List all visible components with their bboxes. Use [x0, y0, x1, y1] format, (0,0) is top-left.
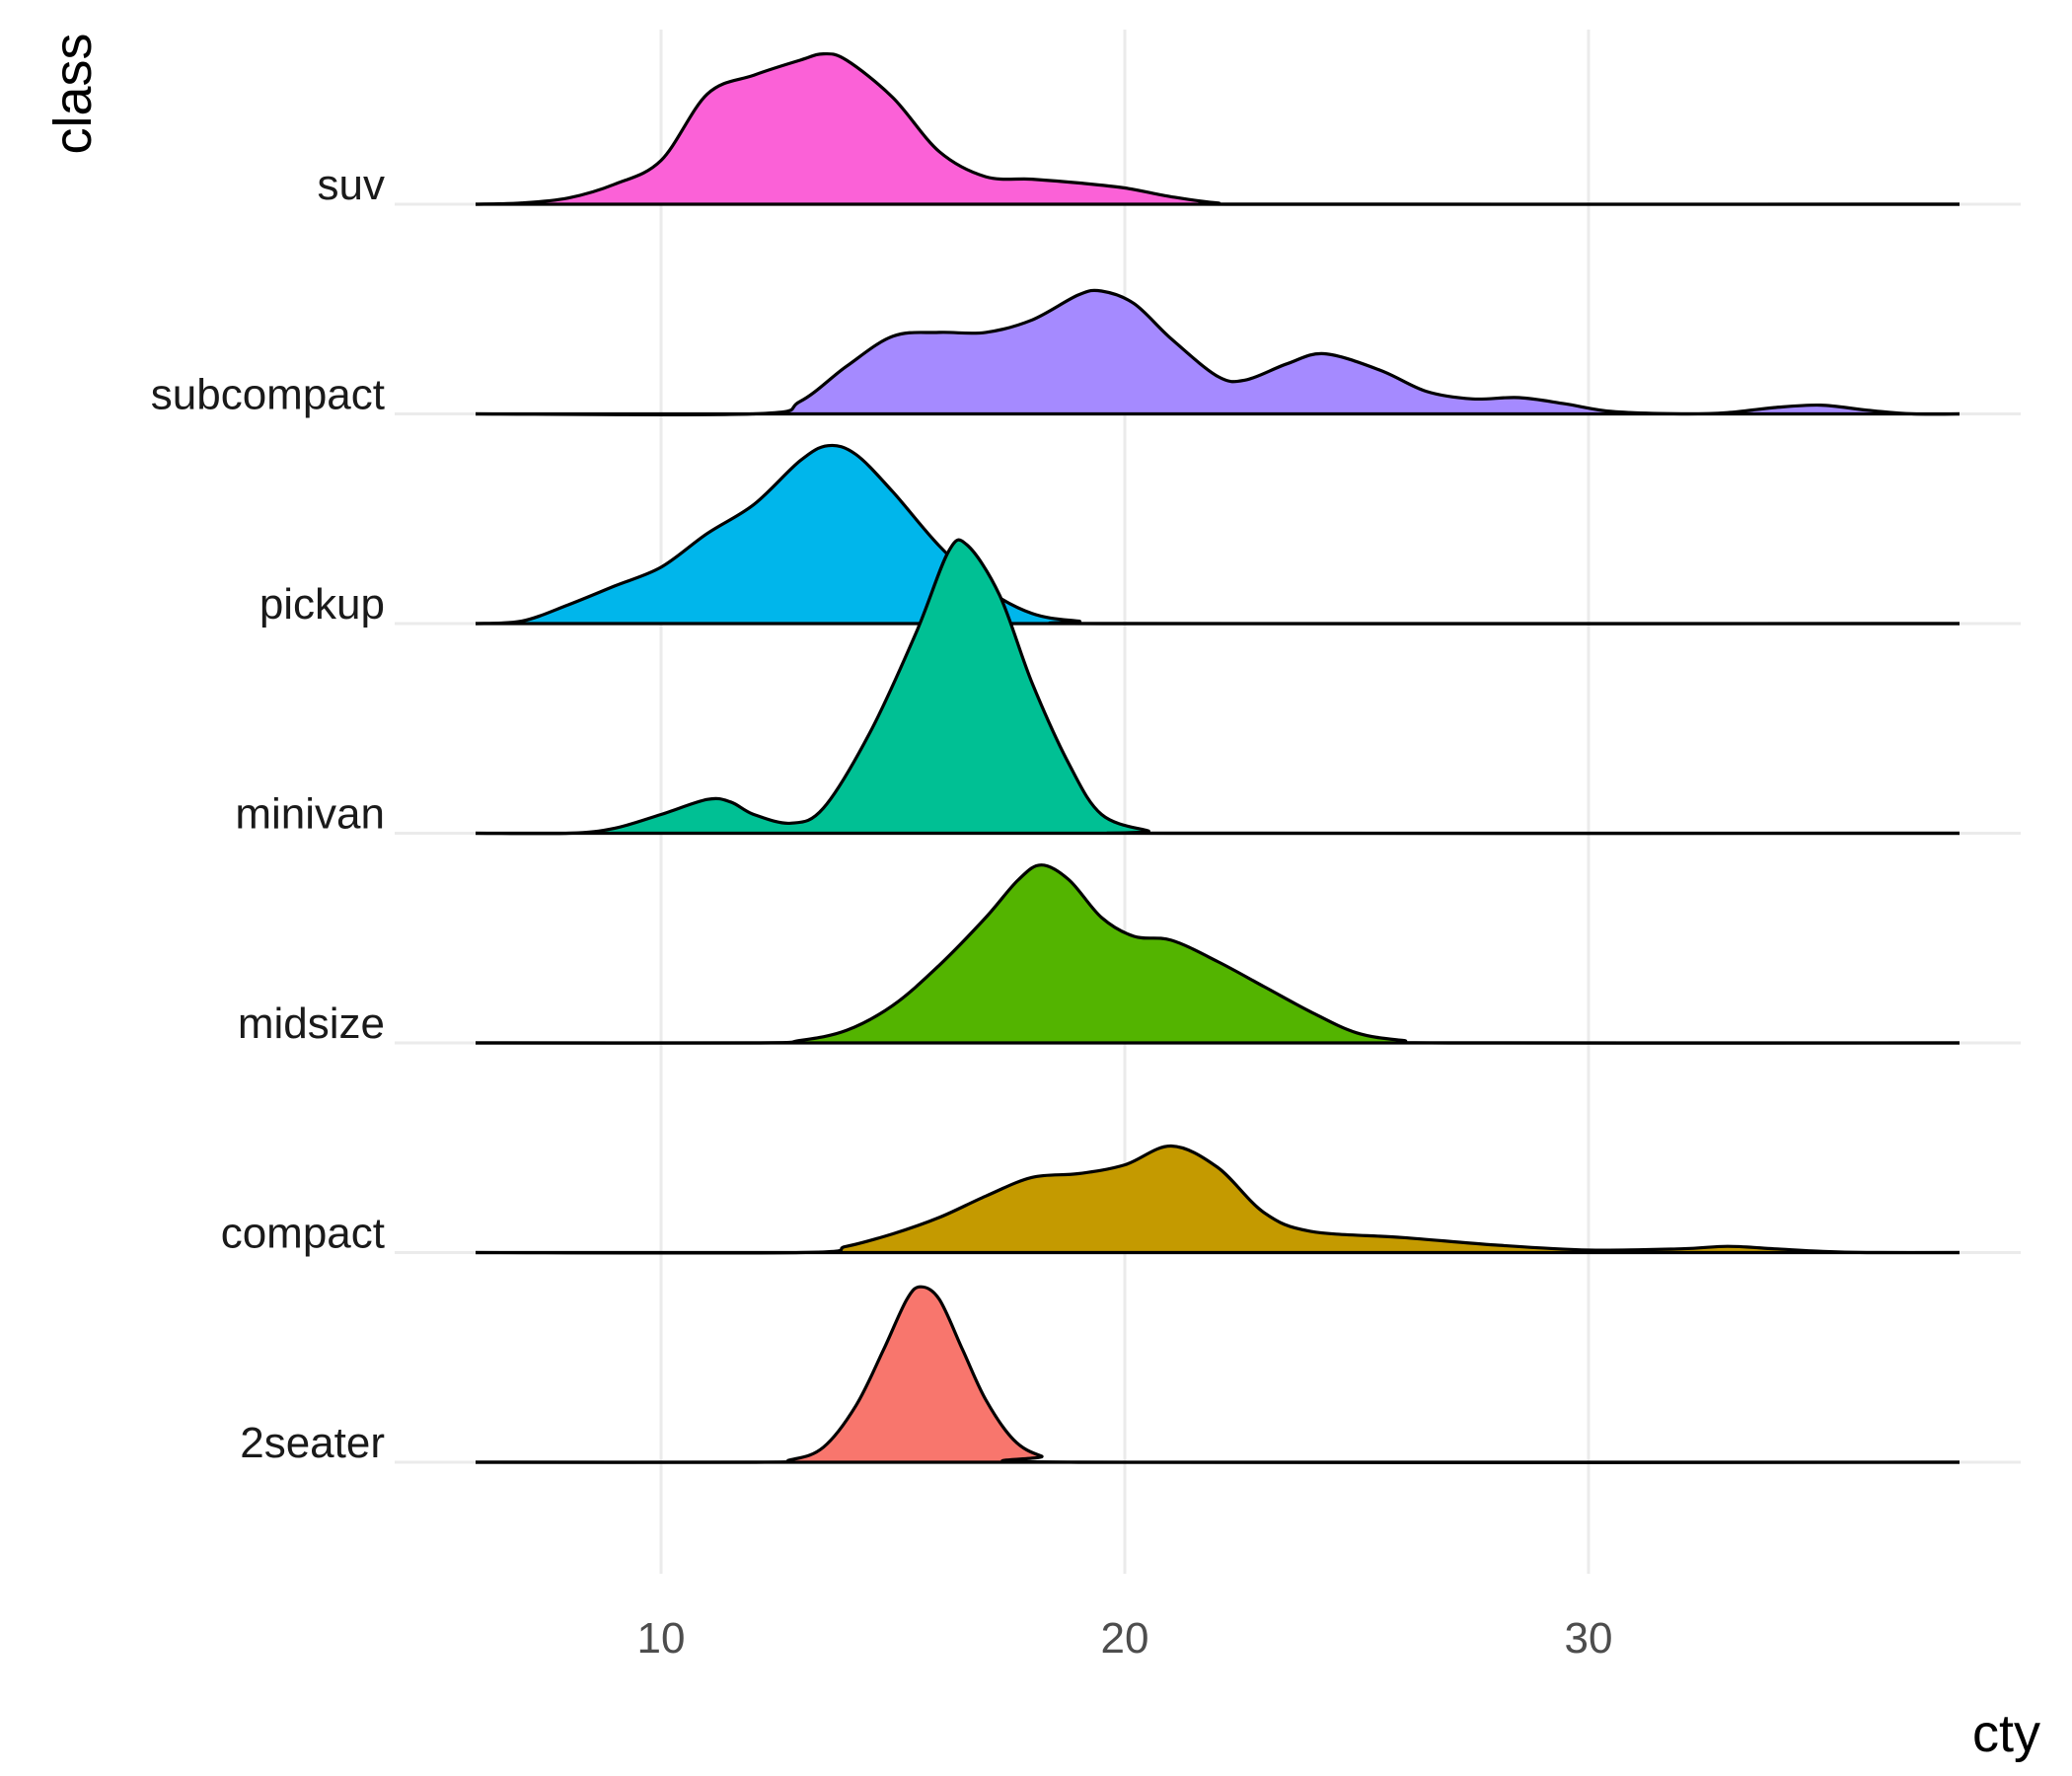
ridge-compact — [475, 1144, 1961, 1255]
y-tick-label-compact: compact — [221, 1210, 385, 1258]
ridge-subcompact — [475, 288, 1961, 417]
ridge-fill-suv — [476, 53, 1960, 205]
ridge-pickup — [475, 443, 1961, 626]
y-tick-label-pickup: pickup — [259, 580, 385, 629]
ridge-suv — [475, 51, 1961, 206]
ridge-fill-2seater — [476, 1287, 1960, 1463]
gridlines — [395, 30, 2021, 1574]
ridge-midsize — [475, 863, 1961, 1045]
y-tick-label-suv: suv — [318, 161, 385, 209]
x-tick-label-20: 20 — [1101, 1614, 1149, 1663]
x-axis-title: cty — [1972, 1704, 2040, 1763]
y-axis-title: class — [43, 33, 103, 154]
y-tick-label-subcompact: subcompact — [151, 371, 385, 419]
ridge-fill-pickup — [476, 445, 1960, 625]
ridge-outline-midsize — [475, 863, 1961, 1045]
ridge-fill-subcompact — [476, 290, 1960, 415]
ridge-fill-midsize — [476, 864, 1960, 1044]
y-tick-label-midsize: midsize — [238, 999, 385, 1048]
ridge-minivan — [475, 538, 1961, 836]
x-tick-label-10: 10 — [637, 1614, 686, 1663]
ridge-outline-2seater — [475, 1285, 1961, 1465]
y-tick-label-minivan: minivan — [235, 790, 385, 839]
ridge-outline-compact — [475, 1144, 1961, 1255]
x-tick-label-30: 30 — [1565, 1614, 1613, 1663]
ridge-2seater — [475, 1285, 1961, 1465]
y-tick-label-2seater: 2seater — [240, 1419, 385, 1467]
density-ridges — [475, 51, 1961, 1465]
axis-labels: 10 20 30 2seater compact midsize minivan pickup… — [151, 161, 1613, 1663]
ridge-fill-compact — [476, 1146, 1960, 1253]
